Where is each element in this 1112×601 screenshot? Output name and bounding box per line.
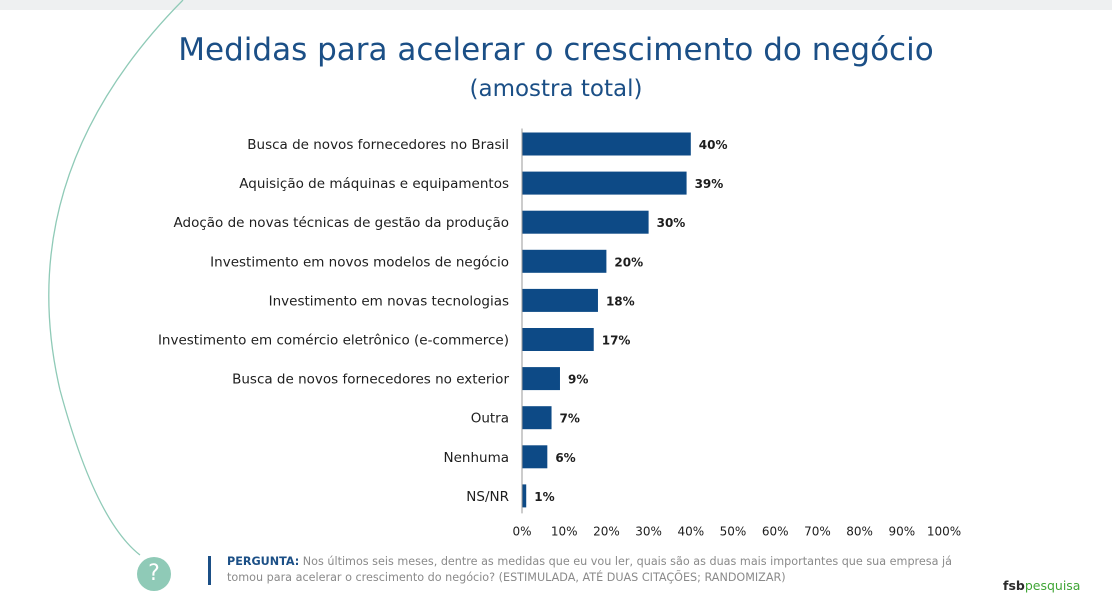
bar bbox=[522, 328, 594, 351]
value-label: 40% bbox=[699, 138, 728, 152]
value-label: 18% bbox=[606, 294, 635, 308]
bar bbox=[522, 367, 560, 391]
x-tick-label: 70% bbox=[804, 524, 831, 538]
question-label: PERGUNTA: bbox=[227, 555, 300, 568]
x-tick-label: 80% bbox=[846, 524, 873, 538]
chart-subtitle: (amostra total) bbox=[469, 76, 643, 102]
arc-line bbox=[48, 0, 184, 556]
value-label: 30% bbox=[657, 216, 686, 230]
fsb-pesquisa-logo: fsbpesquisa bbox=[1003, 578, 1080, 593]
value-label: 17% bbox=[602, 334, 631, 348]
bar bbox=[522, 210, 649, 234]
bar bbox=[522, 445, 548, 469]
bar bbox=[522, 132, 691, 156]
category-label: Investimento em comércio eletrônico (e-c… bbox=[158, 333, 509, 349]
question-text: PERGUNTA: Nos últimos seis meses, dentre… bbox=[227, 554, 957, 586]
x-tick-label: 30% bbox=[635, 524, 662, 538]
value-label: 9% bbox=[568, 373, 588, 387]
value-label: 20% bbox=[614, 255, 643, 269]
category-label: Investimento em novas tecnologias bbox=[269, 293, 509, 309]
category-label: Outra bbox=[471, 411, 509, 427]
bar bbox=[522, 288, 598, 312]
x-tick-label: 0% bbox=[512, 524, 531, 538]
bar bbox=[522, 249, 607, 273]
bar bbox=[522, 406, 552, 430]
category-label: Busca de novos fornecedores no exterior bbox=[232, 372, 509, 388]
bar bbox=[522, 484, 527, 508]
bar bbox=[522, 171, 687, 195]
top-strip bbox=[0, 0, 1112, 10]
category-label: Busca de novos fornecedores no Brasil bbox=[247, 137, 509, 153]
value-label: 39% bbox=[695, 177, 724, 191]
x-tick-label: 40% bbox=[677, 524, 704, 538]
category-label: Aquisição de máquinas e equipamentos bbox=[239, 176, 509, 192]
x-tick-label: 10% bbox=[551, 524, 578, 538]
x-tick-label: 60% bbox=[762, 524, 789, 538]
category-label: Investimento em novos modelos de negócio bbox=[210, 254, 509, 270]
question-body: Nos últimos seis meses, dentre as medida… bbox=[227, 555, 952, 584]
logo-part-fsb: fsb bbox=[1003, 578, 1025, 593]
category-label: Nenhuma bbox=[444, 450, 510, 466]
value-label: 7% bbox=[560, 412, 580, 426]
question-accent-bar bbox=[208, 556, 211, 585]
x-tick-label: 90% bbox=[888, 524, 915, 538]
x-tick-label: 50% bbox=[720, 524, 747, 538]
value-label: 6% bbox=[555, 451, 575, 465]
chart-title: Medidas para acelerar o crescimento do n… bbox=[178, 32, 934, 68]
x-tick-label: 20% bbox=[593, 524, 620, 538]
x-tick-label: 100% bbox=[927, 524, 961, 538]
bar-chart: Busca de novos fornecedores no Brasil 40%… bbox=[158, 128, 961, 538]
category-label: Adoção de novas técnicas de gestão da pr… bbox=[174, 215, 509, 231]
question-mark-icon[interactable]: ? bbox=[137, 557, 171, 591]
logo-part-pesquisa: pesquisa bbox=[1024, 578, 1081, 593]
category-label: NS/NR bbox=[466, 489, 509, 505]
value-label: 1% bbox=[534, 490, 554, 504]
